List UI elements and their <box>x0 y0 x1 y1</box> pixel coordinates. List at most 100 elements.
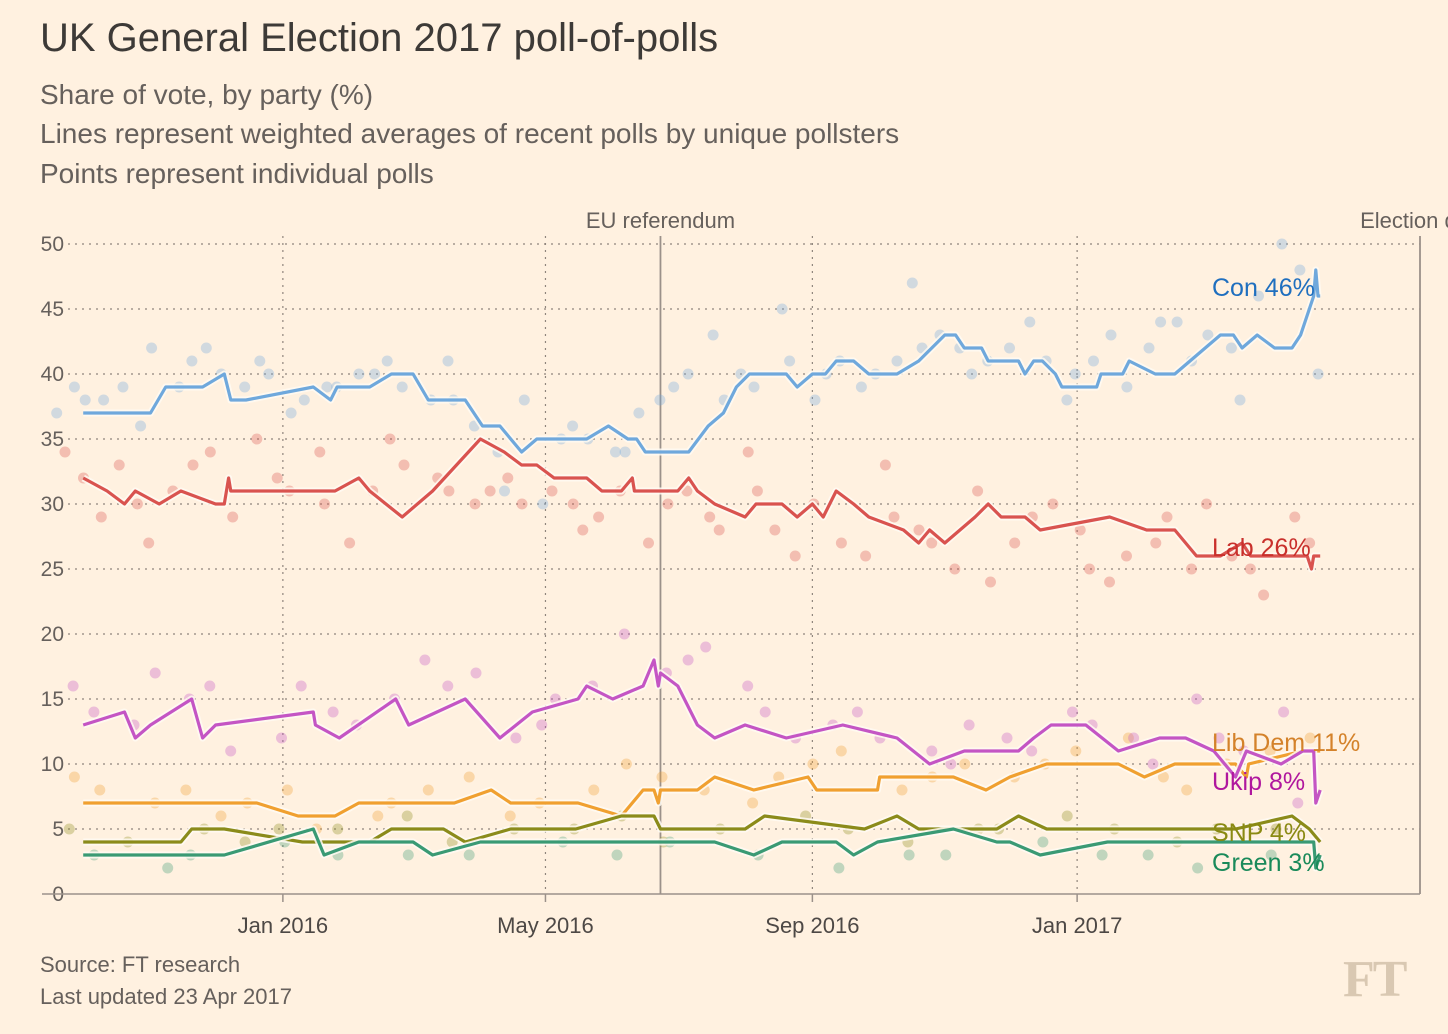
y-tick-label: 20 <box>41 623 64 646</box>
poll-point <box>484 485 496 497</box>
poll-point <box>502 472 514 484</box>
poll-point <box>1143 342 1155 354</box>
poll-point <box>913 524 925 536</box>
poll-point <box>1122 732 1134 744</box>
poll-point <box>682 654 694 666</box>
poll-point <box>504 810 516 822</box>
poll-point <box>1061 394 1073 406</box>
poll-point <box>1096 849 1108 861</box>
poll-point <box>94 784 106 796</box>
poll-point <box>263 368 275 380</box>
poll-point <box>926 745 938 757</box>
poll-point <box>536 719 548 731</box>
poll-point <box>769 524 781 536</box>
series-label: Con 46% <box>1212 274 1315 302</box>
poll-point <box>51 407 63 419</box>
series-halo <box>83 266 1322 456</box>
poll-point <box>1192 862 1204 874</box>
poll-point <box>1244 563 1256 575</box>
poll-point <box>891 355 903 367</box>
x-tick-label: Jan 2017 <box>1032 913 1123 938</box>
x-tick-label: May 2016 <box>497 913 594 938</box>
poll-point <box>117 381 129 393</box>
poll-point <box>67 680 79 692</box>
page-title: UK General Election 2017 poll-of-polls <box>40 16 719 60</box>
poll-point <box>251 433 263 445</box>
poll-point <box>1157 771 1169 783</box>
poll-point <box>682 368 694 380</box>
poll-point <box>59 446 71 458</box>
poll-point <box>809 394 821 406</box>
y-tick-label: 35 <box>41 428 64 451</box>
series-halo <box>82 656 1324 807</box>
poll-point <box>835 537 847 549</box>
x-tick-label: Sep 2016 <box>765 913 859 938</box>
poll-point <box>88 706 100 718</box>
poll-point <box>611 849 623 861</box>
poll-point <box>1009 537 1021 549</box>
poll-point <box>419 654 431 666</box>
poll-point <box>618 628 630 640</box>
poll-point <box>1234 394 1246 406</box>
poll-point <box>835 745 847 757</box>
series-label: Ukip 8% <box>1212 768 1305 796</box>
subtitle-line-1: Share of vote, by party (%) <box>40 79 374 110</box>
poll-point <box>1265 849 1277 861</box>
poll-point <box>186 355 198 367</box>
poll-point <box>353 368 365 380</box>
poll-point <box>344 537 356 549</box>
poll-point <box>1171 316 1183 328</box>
poll-point <box>215 810 227 822</box>
series-halo <box>81 435 1321 573</box>
poll-point <box>1292 797 1304 809</box>
poll-point <box>273 823 285 835</box>
poll-point <box>1201 498 1212 510</box>
poll-point <box>1155 316 1167 328</box>
poll-point <box>879 459 891 471</box>
y-tick-label: 10 <box>41 753 64 776</box>
poll-point <box>1004 342 1015 354</box>
poll-point <box>704 511 716 523</box>
poll-point <box>1278 706 1290 718</box>
poll-point <box>298 394 310 406</box>
poll-point <box>332 823 344 835</box>
poll-point <box>281 784 293 796</box>
poll-point <box>398 459 410 471</box>
poll-point <box>662 498 674 510</box>
poll-point <box>1191 693 1203 705</box>
poll-point <box>295 680 307 692</box>
y-tick-label: 25 <box>41 558 64 581</box>
poll-point <box>776 303 788 315</box>
poll-point <box>143 537 155 549</box>
poll-point <box>1264 745 1276 757</box>
poll-point <box>1070 745 1082 757</box>
poll-point <box>254 355 266 367</box>
poll-point <box>200 342 212 354</box>
poll-point <box>469 498 481 510</box>
poll-point <box>567 498 579 510</box>
poll-point <box>239 381 251 393</box>
poll-point <box>1147 758 1159 770</box>
poll-point <box>227 511 239 523</box>
series-line <box>83 268 1321 454</box>
poll-point <box>1142 849 1154 861</box>
series-line <box>83 827 1322 870</box>
poll-point <box>1069 368 1081 380</box>
poll-point <box>442 680 454 692</box>
poll-point <box>285 407 297 419</box>
poll-point <box>896 784 908 796</box>
x-tick-label: Jan 2016 <box>238 913 329 938</box>
poll-point <box>204 680 216 692</box>
poll-point <box>162 862 174 874</box>
poll-point <box>851 706 863 718</box>
poll-point <box>860 550 872 562</box>
poll-point <box>620 758 632 770</box>
series-label: Green 3% <box>1212 849 1325 877</box>
series-label: SNP 4% <box>1212 819 1306 847</box>
poll-point <box>619 446 631 458</box>
poll-point <box>807 758 819 770</box>
poll-point <box>742 446 754 458</box>
poll-point <box>384 433 396 445</box>
poll-point <box>131 498 143 510</box>
